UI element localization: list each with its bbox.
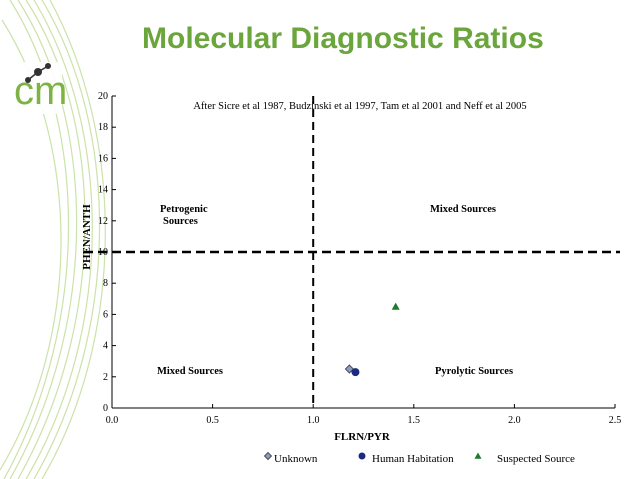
slide-decoration: cm xyxy=(0,0,106,479)
y-tick-label: 6 xyxy=(103,309,108,320)
logo-text: cm xyxy=(14,69,67,113)
region-label-line: Mixed Sources xyxy=(157,366,223,377)
x-tick-label: 2.0 xyxy=(508,415,521,426)
x-axis-label: FLRN/PYR xyxy=(334,431,391,443)
legend-marker xyxy=(474,452,482,459)
chart-legend: Unknown Human Habitation Suspected Source xyxy=(263,451,575,465)
data-point xyxy=(391,302,400,310)
data-points xyxy=(344,302,400,377)
data-point xyxy=(351,368,360,377)
legend-label: Human Habitation xyxy=(372,453,454,465)
x-tick-label: 1.5 xyxy=(408,415,421,426)
page-title: Molecular Diagnostic Ratios xyxy=(142,22,544,55)
data-point xyxy=(344,364,354,374)
y-tick-label: 12 xyxy=(98,216,108,227)
legend-label: Suspected Source xyxy=(497,453,575,465)
y-tick-label: 0 xyxy=(103,403,108,414)
threshold-lines xyxy=(84,96,620,408)
y-tick-label: 4 xyxy=(103,341,108,352)
region-label-line: Sources xyxy=(163,216,198,227)
x-tick-label: 0.0 xyxy=(106,415,119,426)
region-label-line: Pyrolytic Sources xyxy=(435,366,513,377)
citation-text: After Sicre et al 1987, Budzinski et al … xyxy=(193,101,526,112)
y-tick-label: 8 xyxy=(103,278,108,289)
y-tick-label: 16 xyxy=(98,153,108,164)
region-labels: Petrogenic Sources Mixed Sources Mixed Sour… xyxy=(157,204,513,377)
region-label: Pyrolytic Sources xyxy=(435,366,513,377)
y-tick-label: 20 xyxy=(98,91,108,102)
y-axis-label: PHEN/ANTH xyxy=(81,204,93,270)
legend-marker xyxy=(263,451,273,461)
legend-marker xyxy=(358,452,366,460)
x-tick-label: 2.5 xyxy=(609,415,622,426)
y-tick-label: 14 xyxy=(98,185,108,196)
region-label: Petrogenic Sources xyxy=(160,204,208,227)
region-label: Mixed Sources xyxy=(157,366,223,377)
legend-label: Unknown xyxy=(274,453,318,465)
region-label-line: Petrogenic xyxy=(160,204,208,215)
y-tick-label: 2 xyxy=(103,372,108,383)
x-tick-label: 1.0 xyxy=(307,415,320,426)
logo: cm xyxy=(10,62,67,114)
region-label-line: Mixed Sources xyxy=(430,204,496,215)
region-label: Mixed Sources xyxy=(430,204,496,215)
x-tick-label: 0.5 xyxy=(206,415,219,426)
y-tick-label: 18 xyxy=(98,122,108,133)
